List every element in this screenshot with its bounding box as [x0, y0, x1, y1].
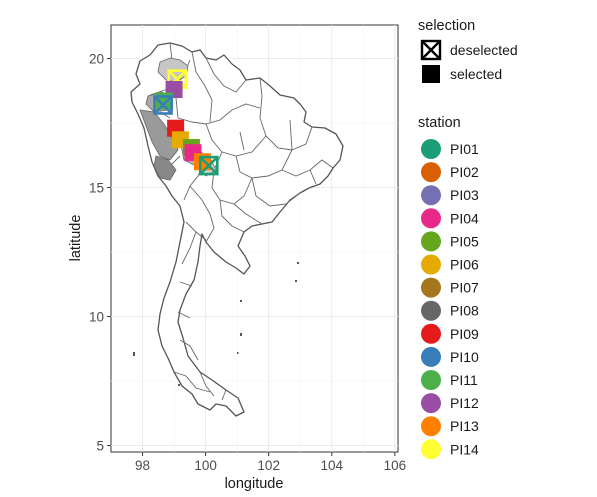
legend-label-pi07: PI07: [450, 280, 479, 296]
legend-label-pi06: PI06: [450, 257, 479, 273]
x-tick-label: 102: [257, 458, 280, 473]
x-tick-label: 100: [194, 458, 217, 473]
legend-key-pi04: [421, 208, 441, 229]
legend-key-pi03: [421, 185, 441, 206]
legend-title-selection: selection: [418, 18, 475, 34]
legend-key-pi10: [421, 346, 441, 367]
x-tick-label: 106: [384, 458, 407, 473]
legend-label-pi02: PI02: [450, 164, 479, 180]
legend-label-pi04: PI04: [450, 210, 479, 226]
legend-label-pi08: PI08: [450, 303, 479, 319]
legend-label-pi05: PI05: [450, 233, 479, 249]
filled-square-icon: [422, 65, 440, 83]
legend-title-station: station: [418, 115, 461, 131]
y-tick-label: 15: [89, 181, 104, 196]
legend-label-selection: deselected: [450, 42, 518, 58]
legend-label-selection: selected: [450, 66, 502, 82]
legend-key-pi08: [421, 300, 441, 321]
legend-label-pi01: PI01: [450, 141, 479, 157]
x-tick-label: 104: [321, 458, 344, 473]
legend-key-pi14: [421, 439, 441, 460]
legend-key-pi02: [421, 162, 441, 183]
station-point-pi01: [198, 155, 219, 176]
y-axis-title: latitude: [68, 215, 84, 262]
y-tick-label: 10: [89, 310, 104, 325]
legend-key-pi11: [421, 370, 441, 390]
legend-label-pi09: PI09: [450, 326, 479, 342]
legend-key-pi12: [421, 393, 441, 414]
legend-key-pi09: [421, 323, 441, 344]
legend-label-pi13: PI13: [450, 418, 479, 434]
station-point-pi10: [153, 95, 173, 115]
legend-key-pi13: [421, 416, 441, 437]
x-axis: 98 100 102 104 106: [135, 452, 406, 473]
square-cross-icon: [420, 39, 442, 61]
legend-key-pi05: [421, 231, 441, 252]
legend-label-pi12: PI12: [450, 395, 479, 411]
legend-label-pi03: PI03: [450, 187, 479, 203]
legend-key-pi01: [421, 139, 441, 159]
y-tick-label: 5: [96, 439, 104, 454]
legend-label-pi14: PI14: [450, 441, 479, 457]
legend-key-pi06: [421, 254, 441, 275]
station-points: [153, 69, 219, 176]
y-tick-label: 20: [89, 52, 104, 67]
y-axis: 5 10 15 20: [89, 52, 111, 454]
x-axis-title: longitude: [225, 476, 284, 492]
legend-label-pi11: PI11: [450, 372, 478, 388]
legend: selection deselected selected station PI01 PI…: [418, 18, 518, 460]
small-islands: [133, 262, 299, 386]
x-tick-label: 98: [135, 458, 150, 473]
legend-label-pi10: PI10: [450, 349, 479, 365]
legend-key-pi07: [421, 277, 441, 298]
